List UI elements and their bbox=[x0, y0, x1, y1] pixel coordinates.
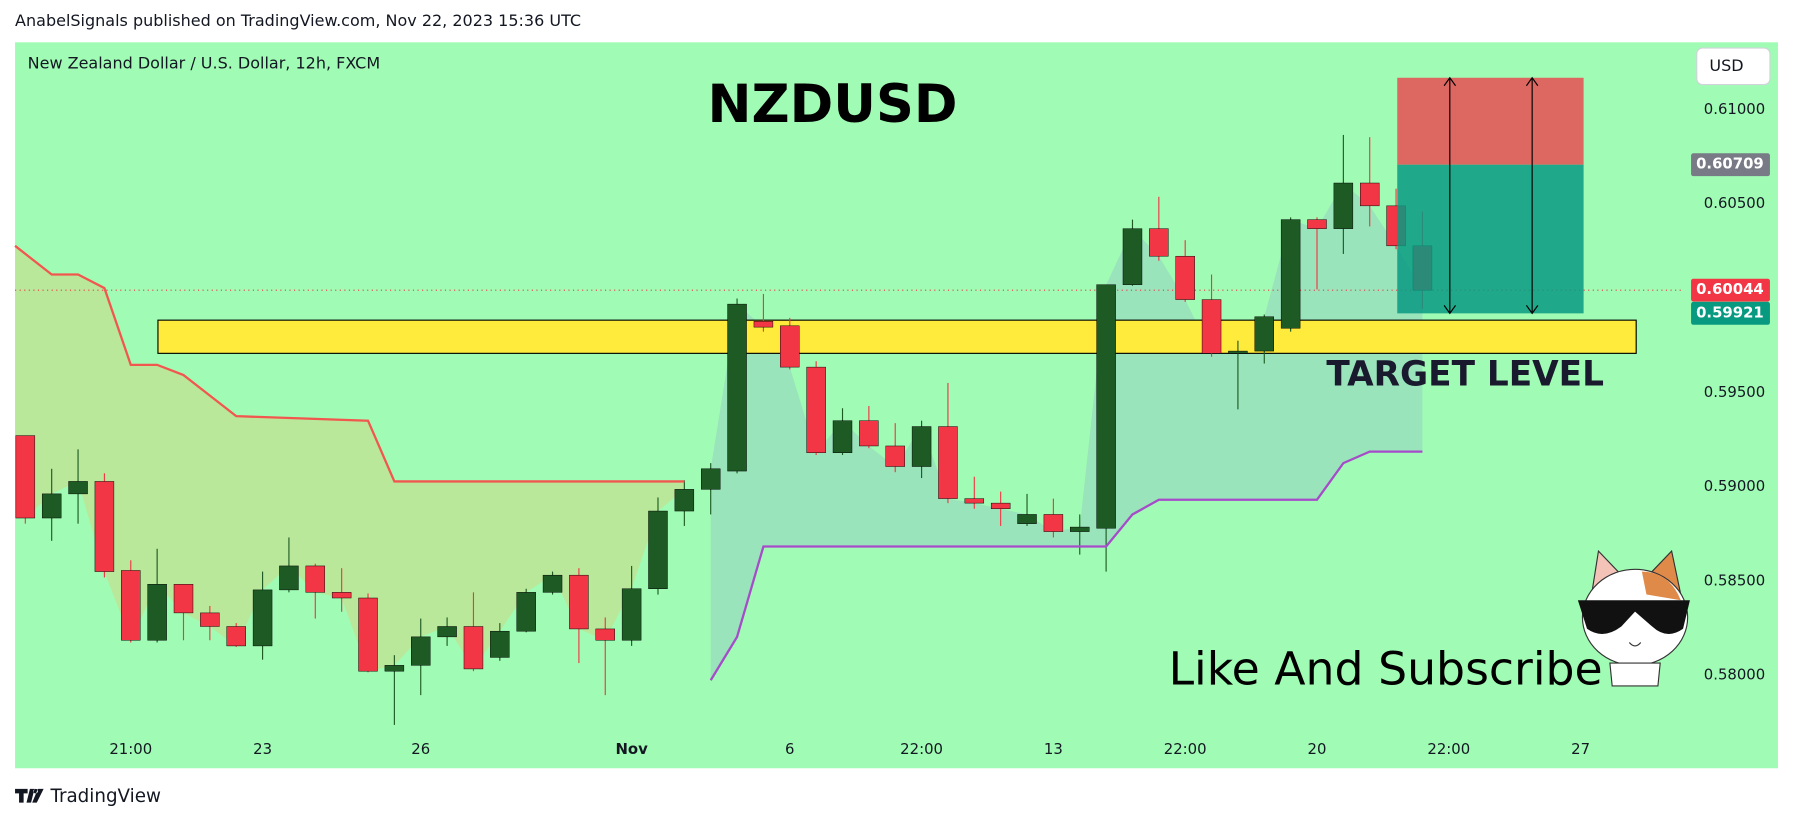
candle-body bbox=[938, 426, 958, 499]
x-tick-label: 22:00 bbox=[900, 740, 943, 758]
x-tick-label: 26 bbox=[411, 740, 430, 758]
tradingview-logo bbox=[15, 788, 44, 803]
candle-body bbox=[885, 445, 905, 467]
y-tick-label: 0.58000 bbox=[1704, 666, 1765, 684]
currency-button[interactable] bbox=[1696, 47, 1771, 86]
x-tick-label: 27 bbox=[1571, 740, 1590, 758]
candle-body bbox=[753, 321, 774, 328]
arrow-head bbox=[1525, 76, 1539, 315]
candle-body bbox=[569, 574, 589, 630]
price-tag bbox=[1691, 278, 1770, 302]
candle-body bbox=[331, 592, 352, 599]
x-tick-label: 22:00 bbox=[1164, 740, 1207, 758]
candle-body bbox=[463, 626, 484, 670]
y-tick-label: 0.60500 bbox=[1704, 194, 1765, 212]
candle-body bbox=[15, 435, 36, 519]
candle-body bbox=[621, 588, 642, 641]
candle-body bbox=[1175, 255, 1195, 300]
candle-body bbox=[1280, 219, 1301, 329]
candle-body bbox=[727, 303, 747, 472]
arrow-head bbox=[1443, 76, 1457, 315]
candle-body bbox=[1070, 526, 1090, 532]
candle-body bbox=[94, 481, 115, 572]
x-tick-label: 13 bbox=[1044, 740, 1063, 758]
cat-sticker bbox=[1577, 549, 1690, 687]
candle-body bbox=[68, 481, 88, 495]
candle-body bbox=[990, 502, 1011, 510]
candle-body bbox=[1122, 228, 1143, 285]
footer: TradingView bbox=[49, 786, 161, 807]
candle-body bbox=[1333, 182, 1354, 229]
candle-body bbox=[279, 565, 299, 591]
price-tag-label: 0.60709 bbox=[1696, 155, 1764, 173]
profit-zone bbox=[1397, 164, 1584, 314]
candle-body bbox=[358, 597, 378, 672]
candle-body bbox=[1149, 228, 1169, 257]
indicator-area bbox=[710, 183, 1423, 681]
plot: 0.61000 0.60500 0.59500 0.59000 0.58500 0.580… bbox=[14, 76, 1770, 758]
candle-body bbox=[859, 420, 879, 447]
price-tag-label: 0.60044 bbox=[1696, 280, 1764, 298]
x-tick-label: 22:00 bbox=[1427, 740, 1470, 758]
candle-body bbox=[1201, 299, 1222, 354]
x-tick-label: 20 bbox=[1308, 740, 1327, 758]
header: AnabelSignals published on TradingView.c… bbox=[15, 11, 581, 30]
y-tick-label: 0.59000 bbox=[1704, 477, 1765, 495]
candle-body bbox=[41, 493, 62, 519]
candle-body bbox=[173, 584, 194, 614]
annotation: Like And Subscribe bbox=[1169, 643, 1603, 696]
candle-body bbox=[964, 498, 985, 504]
annotation: TARGET LEVEL bbox=[1326, 355, 1604, 395]
candle-body bbox=[780, 325, 800, 368]
candle-body bbox=[490, 630, 510, 658]
chart-subtitle: New Zealand Dollar / U.S. Dollar, 12h, F… bbox=[28, 54, 381, 73]
candle-body bbox=[1307, 219, 1327, 229]
target-zone bbox=[157, 319, 1637, 354]
candle-body bbox=[806, 366, 826, 453]
candle-body bbox=[437, 626, 457, 638]
currency-label: USD bbox=[1709, 56, 1743, 75]
candle-body bbox=[1254, 316, 1274, 352]
y-tick-label: 0.59500 bbox=[1704, 383, 1765, 401]
x-tick-label: 6 bbox=[785, 740, 794, 758]
y-tick-label: 0.61000 bbox=[1704, 100, 1765, 118]
candle-body bbox=[648, 510, 668, 589]
candle-body bbox=[1228, 350, 1248, 354]
candle-body bbox=[121, 570, 141, 641]
candle-body bbox=[542, 574, 563, 593]
candle-body bbox=[305, 565, 326, 593]
x-tick-label: 23 bbox=[253, 740, 272, 758]
candle-body bbox=[700, 468, 721, 490]
candle-body bbox=[516, 592, 536, 632]
candle-body bbox=[832, 420, 853, 453]
candle-body bbox=[411, 636, 431, 666]
candle-body bbox=[911, 426, 932, 467]
candle-body bbox=[674, 489, 695, 512]
indicator-area bbox=[15, 245, 685, 672]
price-tag bbox=[1691, 153, 1770, 177]
stop-zone bbox=[1397, 77, 1584, 165]
candle-body bbox=[1017, 514, 1037, 524]
candle-body bbox=[252, 589, 273, 647]
upper-line bbox=[14, 244, 685, 483]
candle-body bbox=[384, 665, 405, 672]
candle-body bbox=[1096, 284, 1116, 529]
candle-body bbox=[1043, 514, 1064, 532]
candle-body bbox=[147, 584, 167, 641]
price-tag-label: 0.59921 bbox=[1696, 303, 1764, 321]
x-tick-label: 21:00 bbox=[109, 740, 152, 758]
lower-line bbox=[709, 450, 1423, 681]
chart-title: NZDUSD bbox=[707, 74, 957, 135]
y-tick-label: 0.58500 bbox=[1704, 571, 1765, 589]
price-tag bbox=[1691, 301, 1770, 325]
candle-body bbox=[200, 612, 220, 627]
x-tick-label: Nov bbox=[615, 740, 648, 758]
candle-body bbox=[1359, 182, 1380, 207]
candle-body bbox=[226, 626, 246, 647]
candle-body bbox=[595, 628, 615, 641]
